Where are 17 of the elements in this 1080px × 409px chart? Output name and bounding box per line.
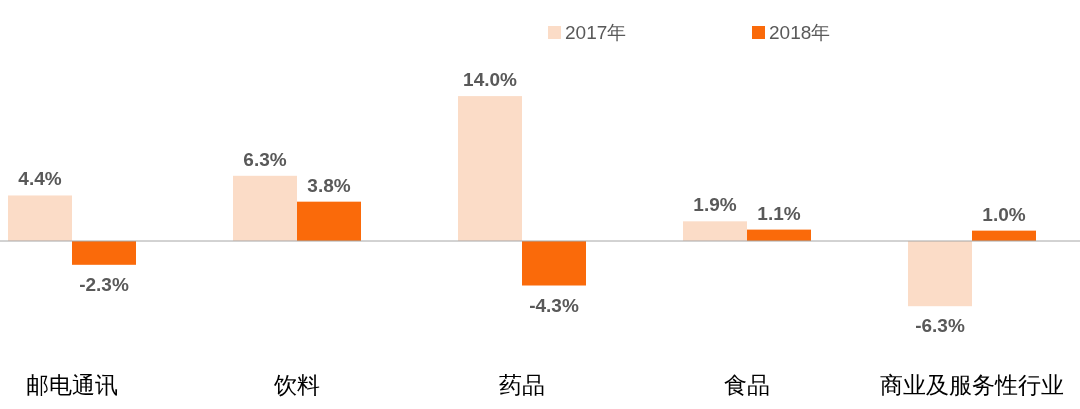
legend-label: 2018年 (769, 22, 831, 43)
data-label: -2.3% (79, 273, 129, 295)
data-label: -4.3% (529, 294, 579, 316)
data-label: 4.4% (18, 168, 62, 190)
data-label: 1.0% (982, 203, 1026, 225)
x-tick-label: 饮料 (273, 372, 320, 398)
x-tick-label: 邮电通讯 (26, 372, 118, 398)
data-label: 14.0% (463, 69, 518, 91)
data-label: 3.8% (307, 174, 351, 196)
data-label: 1.9% (693, 194, 737, 216)
x-tick-label: 商业及服务性行业 (880, 372, 1064, 398)
x-tick-label: 食品 (724, 372, 770, 398)
legend-label: 2017年 (565, 22, 627, 43)
data-label: 6.3% (243, 148, 287, 170)
x-tick-label: 药品 (499, 372, 545, 398)
data-label: 1.1% (757, 202, 801, 224)
data-label: -6.3% (915, 315, 965, 337)
